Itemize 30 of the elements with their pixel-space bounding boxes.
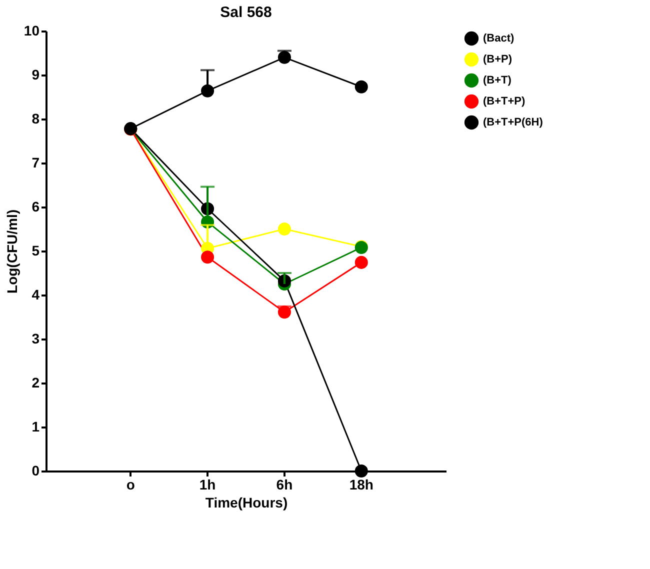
y-tick-label: 2 (32, 374, 40, 390)
y-axis-title: Log(CFU/ml) (4, 210, 20, 294)
x-tick-label: o (126, 476, 135, 492)
point (354, 80, 368, 94)
legend-label: (B+T+P) (483, 96, 526, 108)
y-tick-label: 5 (32, 242, 40, 258)
point (354, 464, 368, 478)
y-tick-label: 10 (24, 22, 40, 38)
point (278, 50, 291, 64)
legend-label: (Bact) (483, 32, 515, 44)
y-tick-label: 7 (32, 154, 40, 170)
y-tick-label: 0 (32, 462, 40, 478)
legend-label: (B+T+P(6H) (483, 116, 544, 128)
y-tick-label: 3 (32, 330, 40, 346)
y-tick-label: 1 (32, 418, 40, 434)
x-tick-label: 6h (276, 476, 293, 492)
y-tick-label: 6 (32, 198, 40, 214)
legend-label: (B+P) (483, 54, 512, 66)
x-tick-label: 18h (349, 476, 374, 492)
y-tick-label: 8 (32, 110, 40, 126)
legend-label: (B+T) (483, 74, 512, 86)
y-tick-label: 9 (32, 66, 40, 82)
y-tick-label: 4 (32, 286, 40, 302)
point (278, 222, 291, 236)
x-tick-label: 1h (199, 476, 216, 492)
point (201, 84, 214, 98)
point (354, 256, 368, 269)
chart-title: Sal 568 (220, 4, 272, 21)
point (201, 250, 214, 264)
x-axis-title: Time(Hours) (205, 494, 288, 510)
